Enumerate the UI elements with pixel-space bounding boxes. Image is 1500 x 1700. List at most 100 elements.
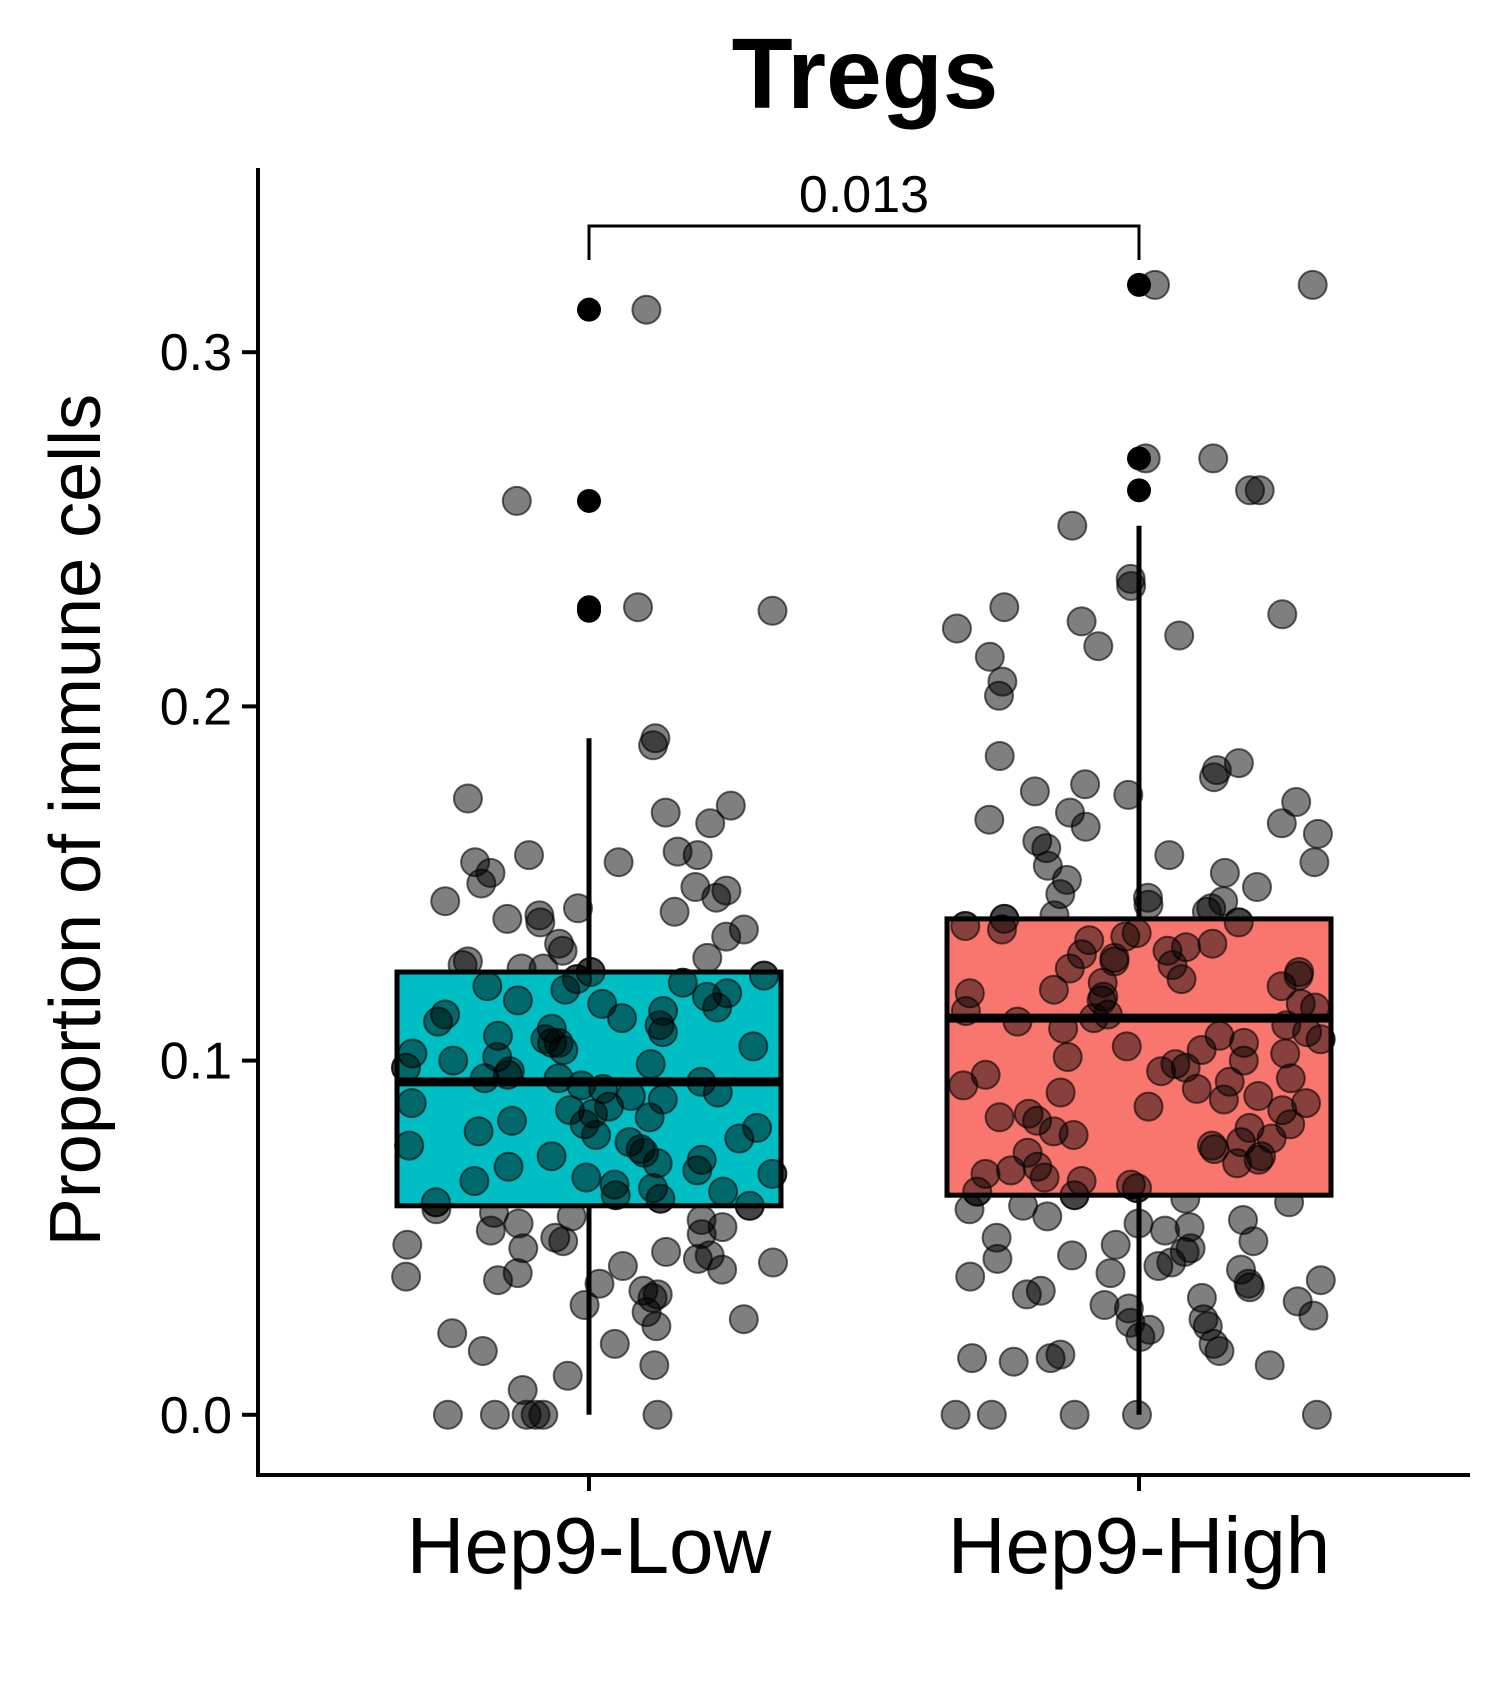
data-point-high-21 <box>1199 762 1229 793</box>
data-point-in-box-low-91 <box>642 1148 673 1179</box>
data-point-in-box-low-66 <box>543 1063 574 1094</box>
data-point-high-12 <box>941 613 972 644</box>
data-point-low-27 <box>711 921 742 952</box>
data-point-in-box-high-84 <box>1270 1038 1301 1069</box>
data-point-in-box-low-40 <box>550 974 581 1005</box>
data-point-in-box-low-79 <box>497 1105 527 1136</box>
data-point-in-box-low-67 <box>469 1063 500 1094</box>
outlier-high-1 <box>1127 446 1151 471</box>
data-point-low-114 <box>392 1229 423 1260</box>
data-point-in-box-low-92 <box>493 1151 524 1182</box>
data-point-in-box-high-75 <box>1002 1006 1033 1037</box>
data-point-in-box-low-38 <box>667 967 698 998</box>
data-point-low-133 <box>437 1318 468 1349</box>
data-point-in-box-high-97 <box>1208 1084 1239 1115</box>
data-point-in-box-high-67 <box>954 978 985 1009</box>
data-point-in-box-low-80 <box>569 1109 600 1140</box>
data-point-in-box-high-100 <box>1267 1095 1298 1126</box>
data-point-in-box-high-49 <box>987 914 1017 945</box>
data-point-in-box-low-61 <box>438 1045 469 1076</box>
data-point-in-box-high-50 <box>1121 918 1152 949</box>
data-point-high-15 <box>974 641 1005 672</box>
data-point-high-164 <box>1035 1343 1066 1374</box>
points-layer <box>391 269 1336 1430</box>
data-point-high-165 <box>957 1343 988 1374</box>
data-point-low-138 <box>507 1375 538 1405</box>
data-point-low-132 <box>641 1311 672 1342</box>
data-point-high-29 <box>1070 811 1101 842</box>
data-point-in-box-low-83 <box>581 1120 612 1150</box>
data-point-in-box-high-94 <box>1181 1073 1212 1104</box>
data-point-in-box-low-71 <box>702 1077 733 1108</box>
data-point-high-145 <box>955 1261 986 1292</box>
data-point-in-box-low-39 <box>472 971 503 1002</box>
data-point-in-box-low-63 <box>391 1052 421 1083</box>
data-point-high-28 <box>1266 808 1297 839</box>
data-point-low-116 <box>651 1236 682 1267</box>
data-point-high-34 <box>1299 847 1330 878</box>
data-point-in-box-high-60 <box>1054 953 1085 984</box>
data-point-high-30 <box>1302 818 1333 849</box>
data-point-low-9 <box>695 808 726 839</box>
data-point-low-25 <box>525 907 556 938</box>
data-point-in-box-low-78 <box>634 1102 665 1133</box>
data-point-high-22 <box>1070 769 1101 800</box>
data-point-in-box-high-111 <box>1199 1134 1230 1165</box>
data-point-in-box-high-118 <box>970 1158 1001 1189</box>
data-point-high-18 <box>984 741 1015 771</box>
outliers-layer <box>391 272 1336 1221</box>
data-point-in-box-low-99 <box>708 1176 739 1207</box>
data-point-high-1 <box>1297 269 1328 300</box>
data-point-low-139 <box>642 1399 673 1430</box>
data-point-low-19 <box>701 882 732 913</box>
data-point-in-box-high-93 <box>948 1070 979 1101</box>
x-tick-label-low: Hep9-Low <box>407 1501 772 1590</box>
data-point-high-2 <box>1198 443 1229 474</box>
data-point-high-36 <box>1209 857 1240 888</box>
data-point-high-9 <box>989 592 1020 623</box>
data-point-low-6 <box>452 783 483 814</box>
data-point-high-150 <box>1011 1279 1042 1310</box>
data-point-in-box-high-53 <box>1197 928 1228 959</box>
data-point-in-box-high-52 <box>1074 925 1105 956</box>
data-point-low-21 <box>563 893 593 924</box>
data-point-high-148 <box>1234 1272 1265 1303</box>
data-point-in-box-low-68 <box>686 1066 717 1097</box>
data-point-in-box-low-75 <box>594 1091 624 1122</box>
outlier-low-1 <box>577 488 601 513</box>
data-point-low-121 <box>707 1254 738 1285</box>
comparison-bracket: 0.013 <box>587 166 1141 260</box>
data-point-in-box-high-81 <box>1229 1027 1259 1058</box>
data-point-low-123 <box>391 1261 422 1292</box>
data-point-high-33 <box>1154 840 1185 871</box>
outlier-low-0 <box>577 297 601 322</box>
data-point-high-153 <box>1089 1290 1120 1320</box>
data-point-high-5 <box>1235 475 1265 506</box>
data-point-in-box-low-69 <box>566 1070 597 1101</box>
data-point-high-142 <box>1143 1251 1174 1281</box>
data-point-in-box-high-99 <box>1133 1091 1164 1122</box>
data-point-low-137 <box>552 1360 583 1391</box>
data-point-in-box-low-52 <box>647 1017 678 1048</box>
data-point-high-24 <box>1113 779 1144 810</box>
data-point-low-20 <box>430 886 461 917</box>
data-point-high-171 <box>976 1399 1007 1430</box>
data-point-high-155 <box>1298 1300 1329 1331</box>
data-point-low-142 <box>479 1399 510 1430</box>
data-point-low-119 <box>758 1247 788 1278</box>
data-point-low-0 <box>631 294 662 325</box>
outlier-high-2 <box>1127 478 1151 503</box>
data-point-in-box-low-93 <box>682 1155 713 1186</box>
data-point-in-box-high-78 <box>1292 1017 1323 1048</box>
data-point-high-133 <box>1150 1215 1180 1246</box>
data-point-in-box-low-95 <box>571 1162 602 1193</box>
data-point-in-box-low-89 <box>536 1141 567 1172</box>
data-point-in-box-low-43 <box>502 985 533 1016</box>
data-point-in-box-low-36 <box>749 960 779 991</box>
data-point-high-140 <box>982 1243 1013 1274</box>
data-point-in-box-high-74 <box>1078 1003 1109 1034</box>
data-point-low-16 <box>466 868 497 899</box>
data-point-high-129 <box>1032 1201 1063 1232</box>
data-point-in-box-low-82 <box>463 1116 494 1147</box>
data-point-in-box-high-47 <box>1223 907 1254 938</box>
